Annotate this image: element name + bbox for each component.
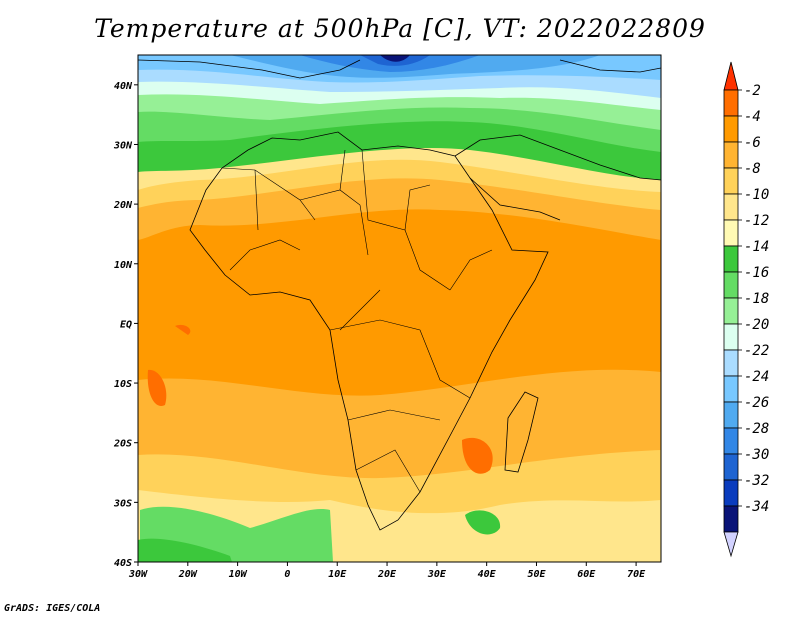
colorbar-level-label: -14 [744,239,769,255]
colorbar-swatch [723,297,739,325]
colorbar-level-label: -2 [744,83,761,99]
lat-tick-label: 20N [113,200,133,211]
colorbar-swatch [723,401,739,429]
lon-tick-label: 10E [328,569,347,580]
colorbar-level-label: -22 [744,343,769,359]
map-title: Temperature at 500hPa [C], VT: 202202280… [94,14,706,43]
colorbar-level-label: -4 [744,109,761,125]
colorbar-swatch [723,375,739,403]
lat-tick-label: 20S [113,439,132,450]
coastlines [138,59,661,531]
colorbar-swatch [723,89,739,117]
lat-tick-label: EQ [120,319,132,330]
colorbar-upper-arrow [723,61,739,91]
lat-tick-label: 10N [114,260,133,271]
lon-tick-label: 20W [178,569,198,580]
lat-tick-label: 40N [114,81,133,92]
lat-tick-label: 30S [113,498,132,509]
colorbar-swatch [723,245,739,273]
lat-tick-label: 40S [114,558,132,569]
lon-tick-label: 10W [229,569,248,580]
colorbar-level-label: -12 [744,213,769,229]
colorbar-swatch [723,349,739,377]
latitude-axis: 40N 30N 20N 10N EQ 10S 20S 30S 40S [113,81,138,569]
colorbar-swatch [723,167,739,195]
longitude-axis: 30W 20W 10W 0 10E 20E 30E 40E 50E 60E 70E [128,562,646,580]
country-borders [221,149,493,493]
colorbar-level-label: -8 [744,161,761,177]
lon-tick-label: 40E [478,569,497,580]
colorbar-level-label: -32 [744,473,769,489]
colorbar-swatch [723,453,739,481]
colorbar-level-label: -16 [744,265,769,281]
colorbar-level-label: -28 [744,421,769,437]
lon-tick-label: 60E [577,569,596,580]
grads-credit: GrADS: IGES/COLA [4,603,101,614]
lon-tick-label: 30E [427,569,447,580]
lon-tick-label: 30W [128,569,148,580]
colorbar-swatch [723,115,739,143]
colorbar-swatch [723,219,739,247]
colorbar-level-label: -24 [744,369,769,385]
colorbar-swatch [723,141,739,169]
colorbar-swatch [723,505,739,533]
colorbar-swatch [723,193,739,221]
colorbar-swatch [723,479,739,507]
colorbar-level-label: -30 [744,447,769,463]
colorbar-level-label: -34 [744,499,769,515]
lat-tick-label: 30N [113,140,133,151]
lon-tick-label: 0 [284,569,290,580]
colorbar-legend: -2 -4 -6 -8 -10 -12 -14 -16 -18 -20 -22 -24 -26 -28 -3… [723,61,769,558]
colorbar-swatch [723,323,739,351]
colorbar-swatch [723,271,739,299]
colorbar-level-label: -18 [744,291,769,307]
colorbar-level-label: -6 [744,135,761,151]
lat-tick-label: 10S [114,379,132,390]
temperature-field [138,55,661,562]
lon-tick-label: 70E [627,569,646,580]
colorbar-swatch [723,427,739,455]
lon-tick-label: 20E [377,569,397,580]
colorbar-level-label: -26 [744,395,769,411]
colorbar-level-label: -20 [744,317,769,333]
colorbar-lower-arrow [723,531,739,558]
lon-tick-label: 50E [527,569,546,580]
map-frame [137,54,662,563]
colorbar-level-label: -10 [744,187,769,203]
